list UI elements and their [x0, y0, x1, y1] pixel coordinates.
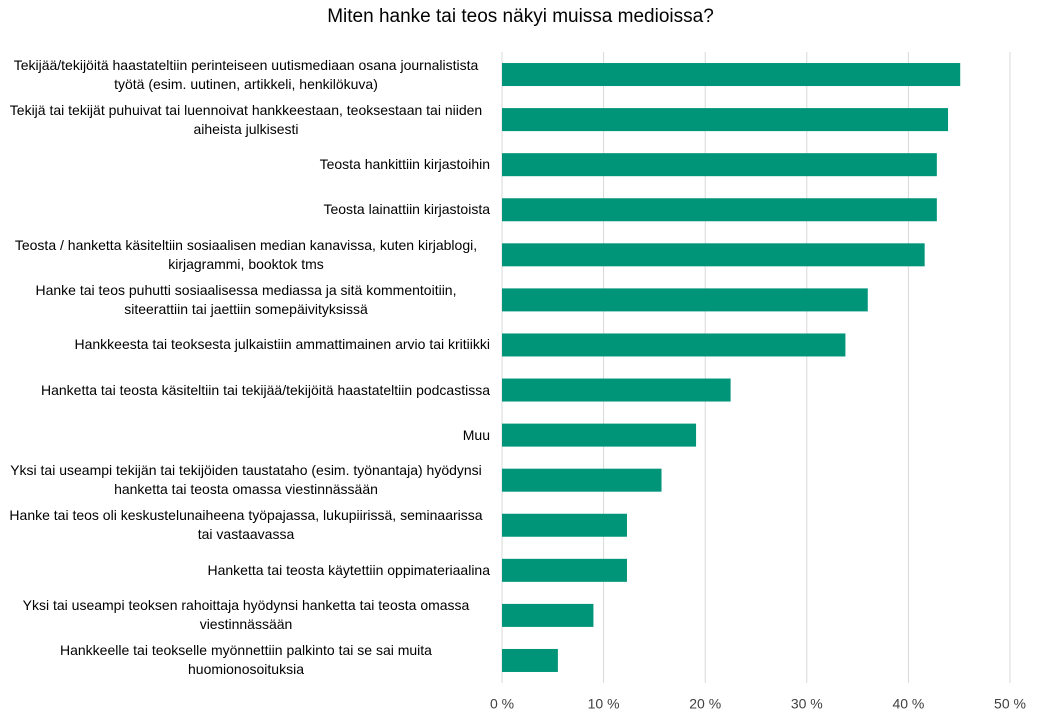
bar: [502, 63, 961, 87]
y-tick-label: Hanke tai teos oli keskustelunaiheena ty…: [9, 507, 483, 543]
y-tick-label: Tekijä tai tekijät puhuivat tai luennoiv…: [9, 101, 483, 137]
x-tick-label: 20 %: [689, 696, 721, 712]
category-label-box: Hanketta tai teosta käsiteltiin tai teki…: [0, 368, 490, 413]
category-label-box: Hankkeesta tai teoksesta julkaistiin amm…: [0, 322, 491, 367]
category-label-box: Yksi tai useampi tekijän tai tekijöiden …: [0, 458, 490, 503]
x-tick-label: 40 %: [892, 696, 924, 712]
y-tick-label: Hanketta tai teosta käytettiin oppimater…: [207, 561, 491, 578]
bar: [502, 423, 697, 447]
y-tick-label: Tekijää/tekijöitä haastateltiin perintei…: [13, 56, 479, 92]
category-label-box: Yksi tai useampi teoksen rahoittaja hyöd…: [0, 593, 490, 638]
bar: [502, 513, 627, 537]
bar: [502, 378, 731, 402]
bar: [502, 198, 937, 222]
y-tick-label: Hankkeesta tai teoksesta julkaistiin amm…: [74, 336, 491, 353]
category-label-box: Teosta / hanketta käsiteltiin sosiaalise…: [0, 232, 490, 277]
bar: [502, 603, 594, 627]
x-tick-label: 0 %: [490, 696, 514, 712]
bar: [502, 288, 868, 312]
y-tick-label: Yksi tai useampi teoksen rahoittaja hyöd…: [22, 597, 470, 633]
category-label-box: Hanke tai teos oli keskustelunaiheena ty…: [0, 503, 490, 548]
chart-title: Miten hanke tai teos näkyi muissa medioi…: [327, 6, 714, 27]
x-tick-label: 10 %: [588, 696, 620, 712]
y-tick-label: Teosta hankittiin kirjastoihin: [319, 156, 490, 173]
category-label-box: Tekijää/tekijöitä haastateltiin perintei…: [0, 52, 490, 97]
bar: [502, 108, 949, 132]
bar: [502, 243, 925, 267]
bar: [502, 558, 627, 582]
x-tick-label: 30 %: [791, 696, 823, 712]
category-label-box: Teosta lainattiin kirjastoista: [0, 187, 490, 232]
y-tick-label: Teosta / hanketta käsiteltiin sosiaalise…: [14, 236, 478, 272]
category-label-box: Hankkeelle tai teokselle myönnettiin pal…: [0, 638, 490, 683]
y-tick-label: Teosta lainattiin kirjastoista: [323, 201, 490, 218]
x-tick-label: 50 %: [994, 696, 1026, 712]
y-tick-label: Hankkeelle tai teokselle myönnettiin pal…: [60, 642, 432, 678]
bar: [502, 468, 662, 492]
bar: [502, 153, 937, 177]
category-label-box: Hanke tai teos puhutti sosiaalisessa med…: [0, 277, 490, 322]
y-tick-label: Yksi tai useampi tekijän tai tekijöiden …: [10, 462, 482, 498]
category-label-box: Tekijä tai tekijät puhuivat tai luennoiv…: [0, 97, 490, 142]
y-tick-label: Hanke tai teos puhutti sosiaalisessa med…: [35, 281, 457, 317]
category-label-box: Hanketta tai teosta käytettiin oppimater…: [0, 548, 491, 593]
category-label-box: Teosta hankittiin kirjastoihin: [0, 142, 490, 187]
category-label-box: Muu: [0, 413, 490, 458]
bar: [502, 333, 846, 357]
y-tick-label: Hanketta tai teosta käsiteltiin tai teki…: [40, 381, 490, 398]
bar: [502, 648, 558, 672]
y-tick-label: Muu: [462, 426, 490, 443]
